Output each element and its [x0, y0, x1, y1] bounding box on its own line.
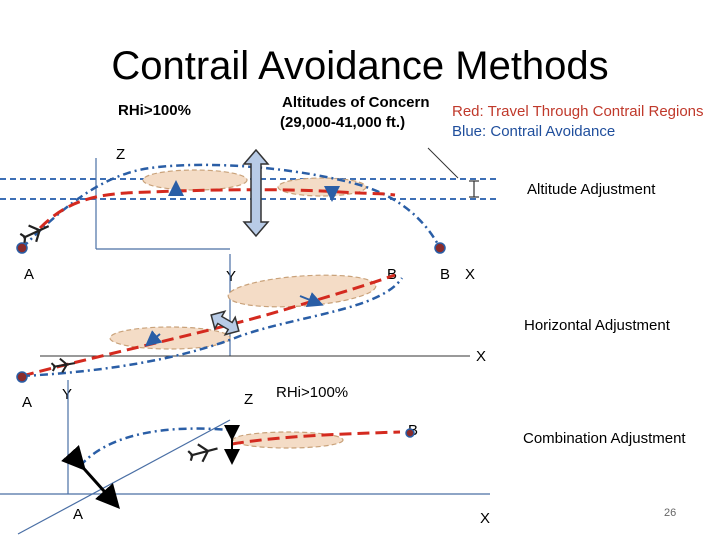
horizontal-arrow-1	[144, 330, 163, 347]
combination-point-b-marker	[405, 428, 415, 438]
altitude-pointer-line	[427, 147, 459, 179]
combination-panel-point-a: A	[73, 506, 84, 523]
altitude-panel-z-axis-label: Z	[116, 146, 126, 163]
combination-red-contrail-path	[231, 430, 401, 446]
altitude-airplane-icon	[19, 224, 50, 243]
slide-title: Contrail Avoidance Methods	[111, 44, 609, 88]
horizontal-panel-x-axis-label: X	[476, 348, 487, 365]
contrail-region-3	[227, 274, 377, 308]
horizontal-red-contrail-path	[21, 273, 396, 378]
contrail-region-1	[142, 169, 248, 191]
altitude-panel-y-axis-label: Y	[226, 268, 237, 285]
page-number: 26	[664, 507, 677, 519]
altitude-blue-avoidance-path	[21, 163, 442, 249]
horizontal-shift-arrow-icon	[210, 310, 240, 336]
combination-blue-avoidance-path	[79, 427, 231, 467]
horizontal-point-a-marker	[16, 371, 28, 383]
blue-legend: Blue: Contrail Avoidance	[452, 123, 616, 140]
horizontal-panel-point-a: A	[22, 394, 33, 411]
altitudes-of-concern-label: Altitudes of Concern	[282, 94, 430, 111]
horizontal-blue-avoidance-path	[21, 277, 404, 378]
altitude-adjustment-label: Altitude Adjustment	[527, 181, 656, 198]
altitude-vertical-arrow-icon	[242, 148, 270, 238]
combination-rhi-label: RHi>100%	[276, 384, 349, 401]
horizontal-adjustment-label: Horizontal Adjustment	[524, 317, 670, 334]
combination-airplane-icon	[187, 443, 218, 463]
horizontal-airplane-icon	[50, 357, 76, 373]
altitude-point-a-marker	[16, 242, 28, 254]
combination-diagonal-axis	[17, 419, 231, 535]
altitude-point-b-marker	[434, 242, 446, 254]
horizontal-arrow-2	[299, 292, 324, 307]
altitude-panel-point-a: A	[24, 266, 35, 283]
contrail-region-2	[277, 177, 367, 197]
altitude-range-label: (29,000-41,000 ft.)	[280, 114, 406, 131]
altitude-panel-point-b: B	[440, 266, 451, 283]
rhi-label-top: RHi>100%	[118, 102, 191, 119]
red-legend: Red: Travel Through Contrail Regions	[452, 103, 704, 120]
altitude-panel-x-axis-label: X	[465, 266, 476, 283]
combination-diagonal-arrow	[61, 445, 121, 509]
combination-panel-x-axis-label: X	[480, 510, 491, 527]
horizontal-panel-z-axis-label: Z	[244, 391, 254, 408]
horizontal-panel-y-axis-label: Y	[62, 386, 73, 403]
altitude-red-contrail-path	[38, 188, 396, 230]
combination-adjustment-label: Combination Adjustment	[523, 430, 686, 447]
